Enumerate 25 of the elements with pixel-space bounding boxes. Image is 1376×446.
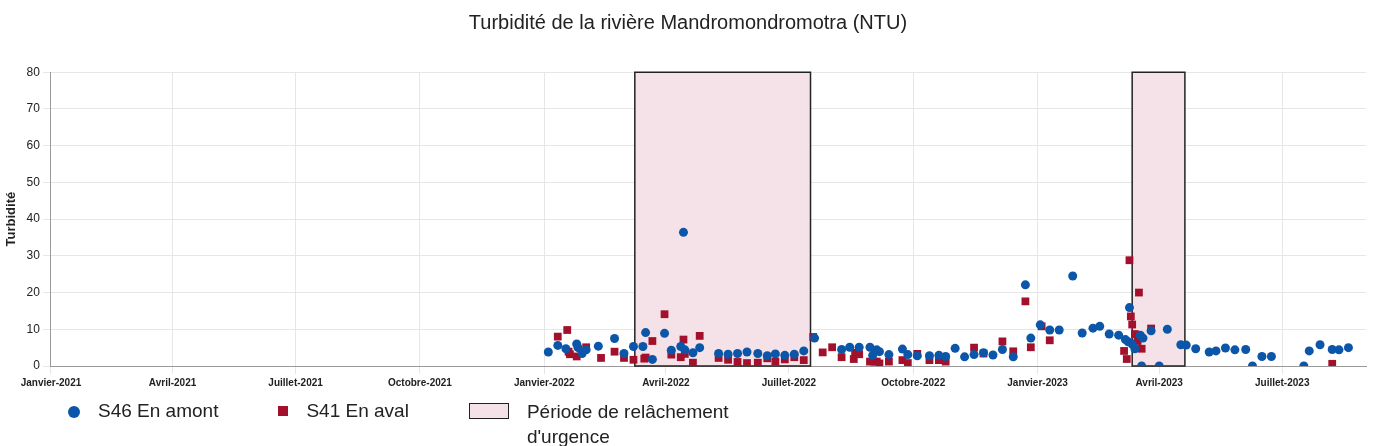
x-tick-label: Janvier-2023 xyxy=(1007,376,1069,388)
x-tick-label: Janvier-2022 xyxy=(513,376,575,388)
x-tick-label: Juillet-2023 xyxy=(1254,376,1310,388)
x-tick-label: Avril-2022 xyxy=(642,376,691,388)
chart-title: Turbidité de la rivière Mandromondromotra (NTU) xyxy=(467,10,909,35)
y-tick-label: 30 xyxy=(26,248,41,263)
y-tick-label: 40 xyxy=(26,211,41,226)
x-tick-label: Octobre-2022 xyxy=(881,376,946,388)
x-tick-label: Juillet-2022 xyxy=(761,376,817,388)
y-tick-label: 60 xyxy=(26,137,41,152)
x-tick-label: Janvier-2021 xyxy=(20,376,82,388)
y-tick-label: 50 xyxy=(26,174,41,189)
legend-label: Période de relâchement d'urgence xyxy=(526,400,730,446)
x-tick-label: Juillet-2021 xyxy=(268,376,324,388)
y-axis-title: Turbidité xyxy=(3,191,19,247)
y-tick-label: 70 xyxy=(26,101,41,116)
x-tick-label: Octobre-2021 xyxy=(387,376,453,388)
y-tick-label: 20 xyxy=(26,284,41,299)
y-tick-label: 10 xyxy=(26,321,41,336)
legend-label: S46 En amont xyxy=(98,400,219,422)
y-tick-label: 0 xyxy=(33,358,41,373)
y-tick-label: 80 xyxy=(26,64,41,79)
legend-label: S41 En aval xyxy=(306,400,409,422)
x-tick-label: Avril-2023 xyxy=(1135,376,1184,388)
x-tick-label: Avril-2021 xyxy=(148,376,197,388)
